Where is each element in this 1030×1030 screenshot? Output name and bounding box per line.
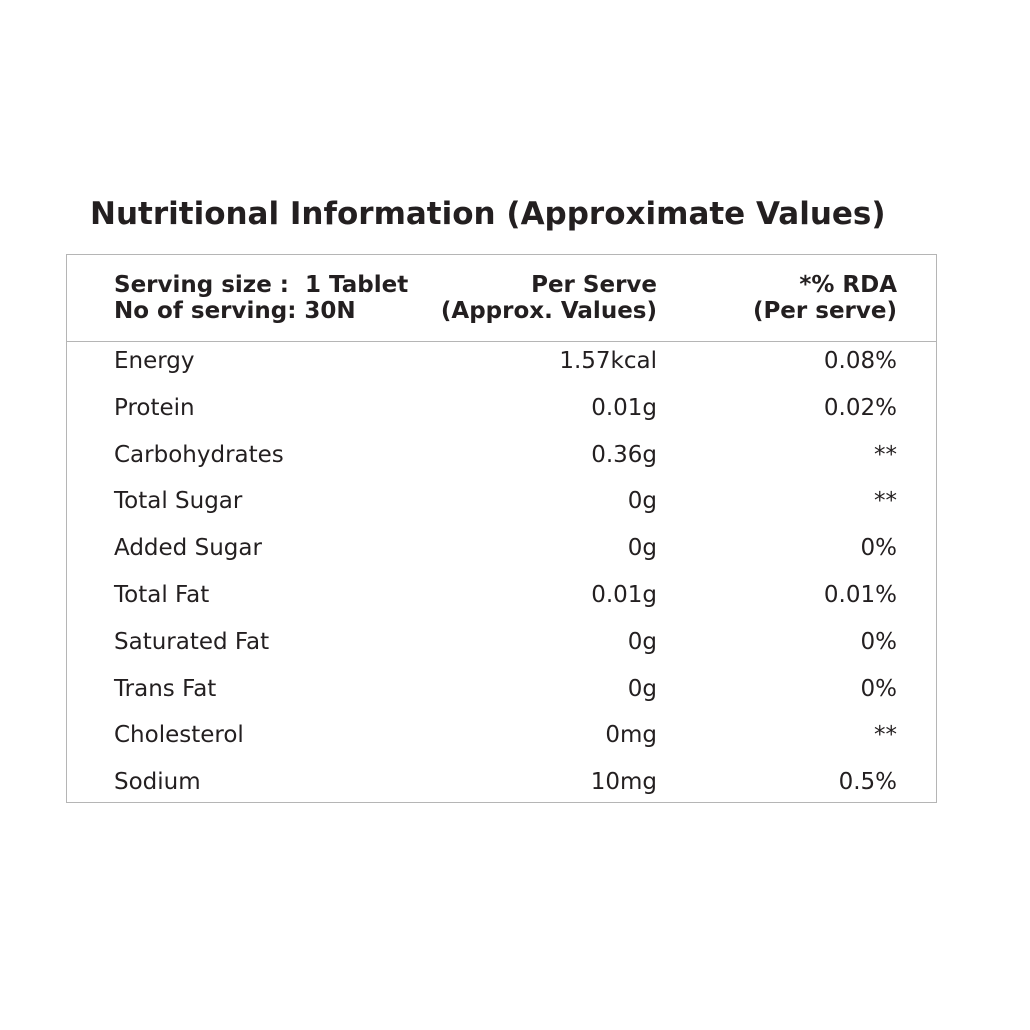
row-label: Total Fat: [114, 582, 210, 608]
row-value: 0.5%: [838, 769, 897, 796]
row-label: Sodium: [114, 769, 201, 796]
row-label: Energy: [114, 348, 195, 374]
row-label: Added Sugar: [114, 535, 262, 562]
row-value: 0g: [627, 535, 657, 562]
row-value: **: [874, 441, 897, 468]
nutrition-table: Serving size : 1 Tablet No of serving: 30…: [66, 254, 937, 803]
header-cell: Serving size : 1 Tablet: [114, 272, 409, 298]
row-value: 0%: [860, 628, 898, 655]
row-value: 0.01g: [591, 394, 657, 421]
header-separator: [67, 341, 936, 342]
row-value: **: [874, 488, 897, 515]
row-value: 0.01%: [823, 582, 897, 608]
row-value: 10mg: [590, 769, 657, 796]
row-value: 0.08%: [823, 348, 897, 374]
header-cell: (Approx. Values): [440, 298, 657, 324]
row-value: **: [874, 722, 897, 749]
row-value: 0%: [860, 535, 898, 562]
row-label: Carbohydrates: [114, 441, 284, 468]
row-value: 0mg: [605, 722, 657, 749]
row-label: Protein: [114, 394, 195, 421]
row-value: 0%: [860, 675, 898, 702]
header-cell: *% RDA: [799, 272, 897, 298]
row-value: 0.01g: [591, 582, 657, 608]
header-cell: No of serving: 30N: [114, 298, 356, 324]
row-value: 0g: [627, 628, 657, 655]
header-cell: Per Serve: [531, 272, 657, 298]
title: Nutritional Information (Approximate Val…: [90, 196, 886, 232]
row-label: Saturated Fat: [114, 628, 270, 655]
row-value: 0.36g: [591, 441, 657, 468]
row-label: Trans Fat: [114, 675, 217, 702]
row-value: 0g: [627, 488, 657, 515]
header-cell: (Per serve): [752, 298, 897, 324]
row-value: 1.57kcal: [559, 348, 657, 374]
row-value: 0.02%: [823, 394, 897, 421]
row-value: 0g: [627, 675, 657, 702]
row-label: Total Sugar: [114, 488, 243, 515]
row-label: Cholesterol: [114, 722, 244, 749]
